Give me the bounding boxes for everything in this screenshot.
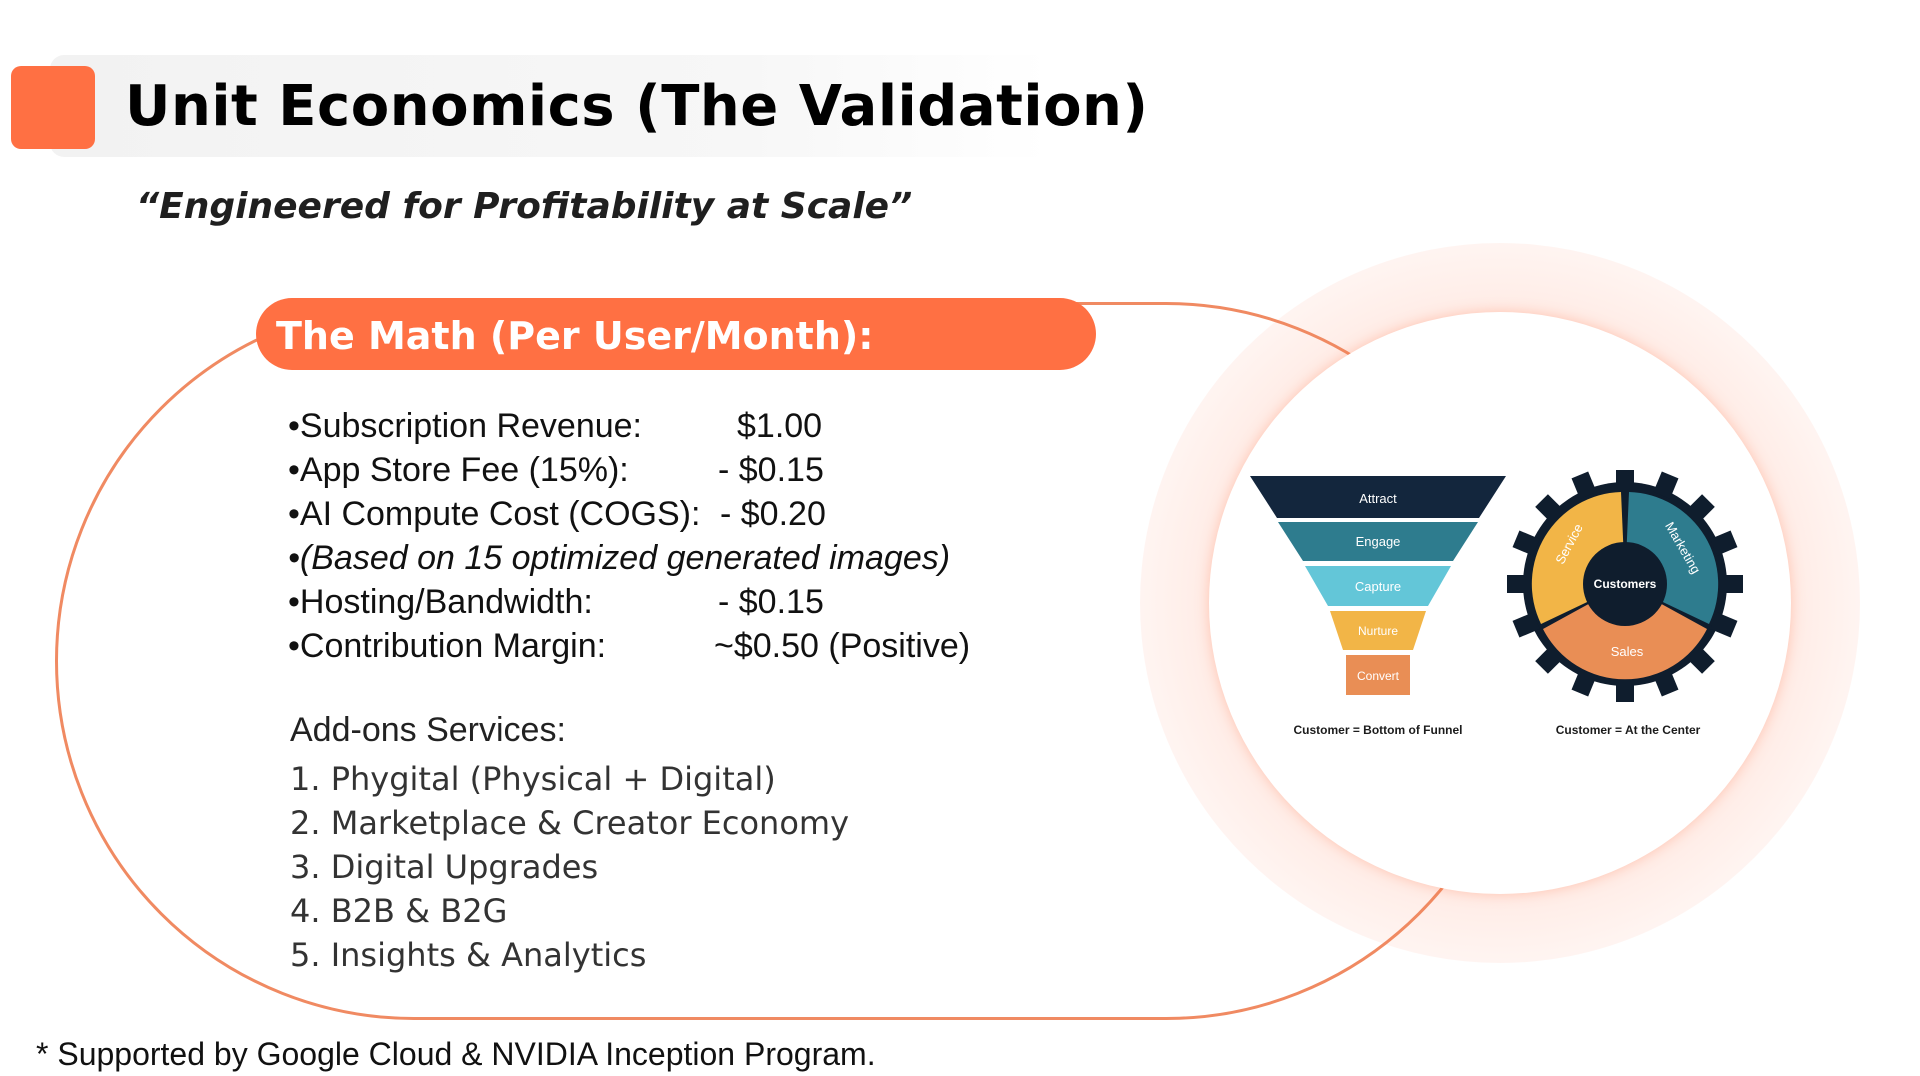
- math-label: •Subscription Revenue:: [288, 407, 642, 445]
- customer-wheel: Customers Service Marketing Sales Custom…: [1507, 470, 1743, 737]
- list-item: 3. Digital Upgrades: [290, 848, 599, 886]
- sales-funnel: Attract Engage Capture Nurture Convert C…: [1250, 476, 1506, 737]
- title-accent-square: [11, 66, 95, 149]
- math-value: - $0.20: [720, 495, 826, 533]
- funnel-stage-engage: [1278, 522, 1478, 561]
- title-bar: [50, 55, 1050, 157]
- wheel-caption: Customer = At the Center: [1556, 723, 1701, 737]
- math-label: •App Store Fee (15%):: [288, 451, 629, 489]
- math-label: •AI Compute Cost (COGS):: [288, 495, 701, 533]
- funnel-label-engage: Engage: [1356, 534, 1401, 549]
- math-label: •Contribution Margin:: [288, 627, 607, 665]
- list-item: 4. B2B & B2G: [290, 892, 508, 930]
- math-heading: The Math (Per User/Month):: [276, 314, 874, 358]
- list-item: 2. Marketplace & Creator Economy: [290, 804, 849, 842]
- wheel-center: [1583, 542, 1667, 626]
- page-title: Unit Economics (The Validation): [125, 74, 1149, 139]
- funnel-stage-nurture: [1330, 611, 1426, 650]
- funnel-label-capture: Capture: [1355, 579, 1401, 594]
- math-value: ~$0.50 (Positive): [714, 627, 971, 665]
- footnote: * Supported by Google Cloud & NVIDIA Inc…: [36, 1036, 876, 1072]
- wheel-label-sales: Sales: [1611, 644, 1644, 659]
- funnel-caption: Customer = Bottom of Funnel: [1294, 723, 1463, 737]
- funnel-stage-attract: [1250, 476, 1506, 518]
- wheel-segment-sales: [1543, 584, 1707, 680]
- addons-heading: Add-ons Services:: [290, 711, 566, 749]
- funnel-label-attract: Attract: [1359, 491, 1397, 506]
- math-note: •(Based on 15 optimized generated images…: [288, 539, 951, 577]
- list-item: 1. Phygital (Physical + Digital): [290, 760, 776, 798]
- funnel-stage-capture: [1305, 566, 1451, 606]
- funnel-label-nurture: Nurture: [1358, 624, 1398, 638]
- page-subtitle: “Engineered for Profitability at Scale”: [136, 186, 913, 227]
- math-value: - $0.15: [718, 451, 824, 489]
- funnel-label-convert: Convert: [1357, 669, 1400, 683]
- wheel-center-label: Customers: [1594, 577, 1657, 591]
- math-value: $1.00: [737, 407, 823, 445]
- math-label: •Hosting/Bandwidth:: [288, 583, 593, 621]
- funnel-and-wheel-diagram: Attract Engage Capture Nurture Convert C…: [1250, 470, 1743, 737]
- addons-list: 1. Phygital (Physical + Digital) 2. Mark…: [290, 757, 849, 977]
- funnel-stage-convert: [1346, 655, 1410, 695]
- list-item: 5. Insights & Analytics: [290, 936, 647, 974]
- math-value: - $0.15: [718, 583, 824, 621]
- math-heading-pill: [256, 298, 1096, 370]
